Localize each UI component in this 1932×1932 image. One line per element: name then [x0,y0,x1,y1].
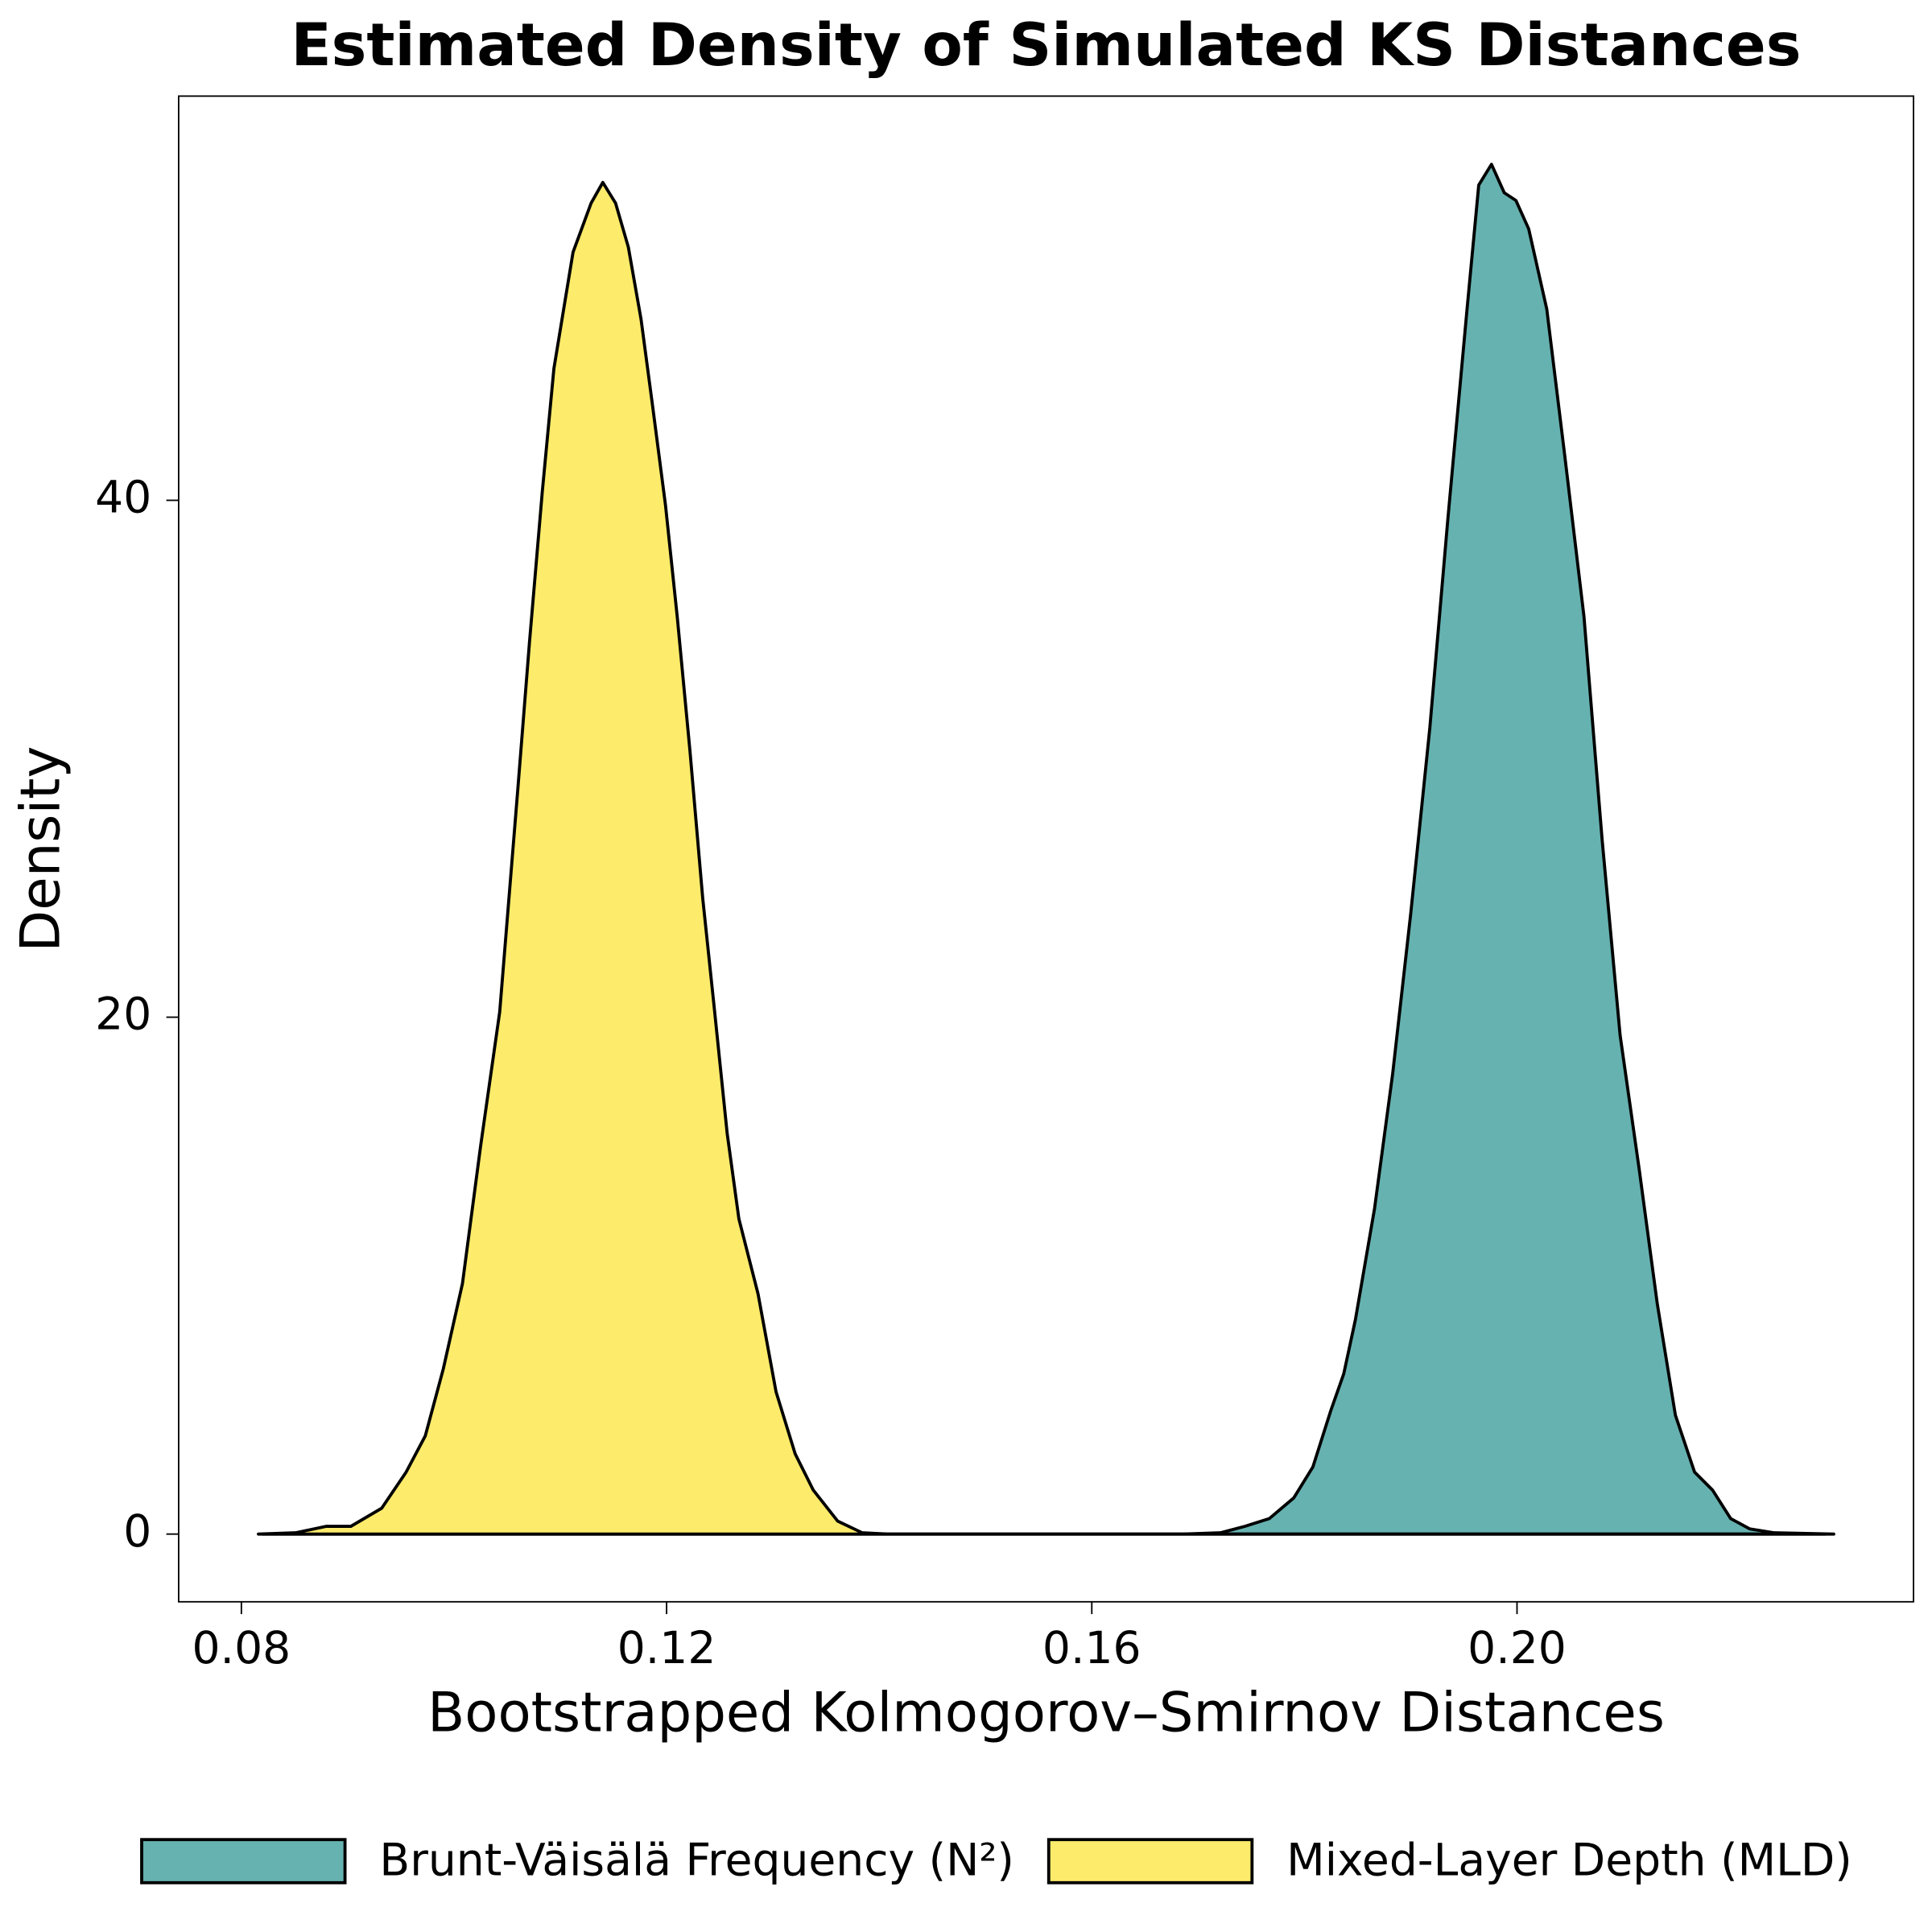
legend-swatch [140,1838,347,1885]
y-tick-label: 0 [123,1505,151,1557]
x-axis-label: Bootstrapped Kolmogorov–Smirnov Distance… [427,1681,1665,1744]
density-area [257,180,1827,1536]
legend: Brunt-Väisälä Frequency (N²) Mixed-Layer … [140,1834,1852,1885]
y-tick-label: 40 [95,472,151,523]
legend-label: Mixed-Layer Depth (MLD) [1286,1834,1852,1885]
plot-frame [178,95,1914,1603]
legend-swatch [1046,1838,1254,1885]
y-tick-label: 20 [95,989,151,1040]
x-tick-label: 0.12 [617,1622,716,1674]
density-area [261,163,1835,1536]
x-tick-label: 0.20 [1468,1622,1567,1674]
legend-label: Brunt-Väisälä Frequency (N²) [379,1834,1013,1885]
plot-area [257,163,1835,1536]
x-tick-label: 0.08 [192,1622,291,1674]
y-axis-label: Density [9,746,72,952]
chart-title: Estimated Density of Simulated KS Distan… [291,11,1802,80]
x-tick-label: 0.16 [1042,1622,1141,1674]
